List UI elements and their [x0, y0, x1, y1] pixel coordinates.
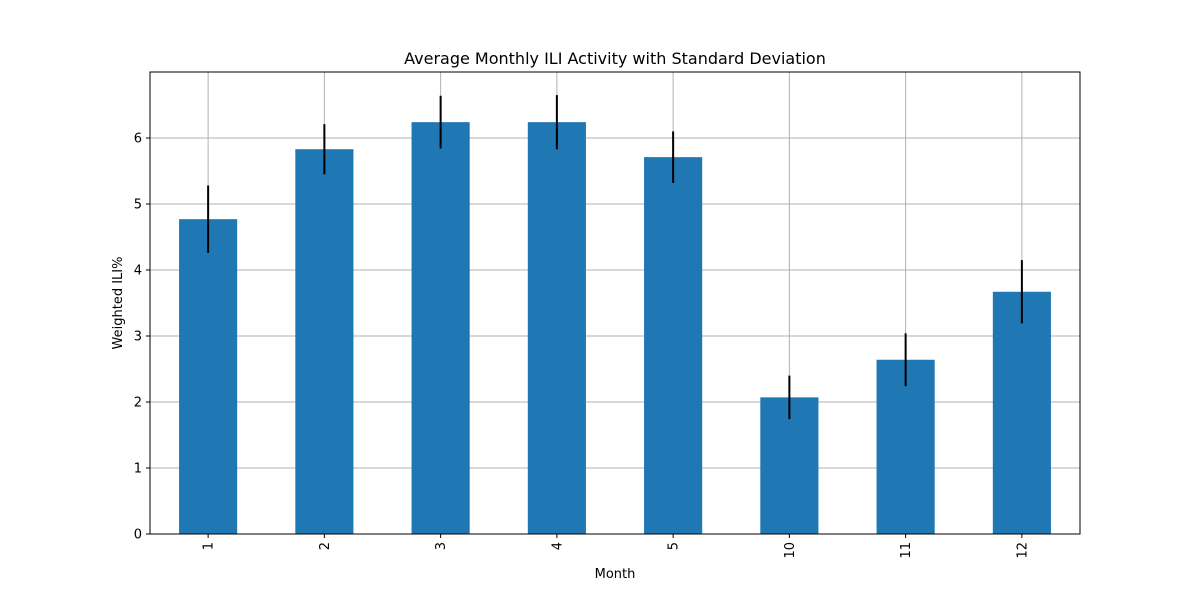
y-tick-label: 6: [134, 132, 142, 147]
bar: [992, 291, 1051, 534]
x-tick-label: 2: [318, 542, 333, 550]
chart-title: Average Monthly ILI Activity with Standa…: [404, 49, 826, 68]
bars: [179, 122, 1051, 534]
y-tick-label: 4: [134, 264, 142, 279]
x-tick-label: 12: [1015, 542, 1030, 559]
bar: [527, 122, 586, 534]
bar: [760, 397, 819, 534]
y-tick-label: 2: [134, 396, 142, 411]
x-tick-label: 10: [783, 542, 798, 559]
y-tick-label: 3: [134, 330, 142, 345]
y-axis-label: Weighted ILI%: [111, 257, 126, 350]
y-tick-label: 1: [134, 462, 142, 477]
y-tick-label: 0: [134, 528, 142, 543]
bar: [295, 149, 354, 534]
x-axis-label: Month: [595, 567, 636, 582]
bar: [644, 157, 703, 534]
bar: [876, 359, 935, 534]
plot-frame: [149, 71, 1081, 535]
x-tick-label: 4: [550, 542, 565, 550]
y-axis-ticks: 0 1 2 3 4 5 6: [134, 132, 150, 543]
x-tick-label: 11: [899, 542, 914, 559]
x-tick-label: 3: [434, 542, 449, 550]
y-tick-label: 5: [134, 198, 142, 213]
error-bars: [207, 95, 1023, 420]
bar: [179, 219, 238, 534]
x-tick-label: 5: [667, 542, 682, 550]
bar: [411, 122, 470, 534]
x-axis-ticks: 1 2 3 4 5 10 11 12: [202, 534, 1030, 559]
x-tick-label: 1: [202, 542, 217, 550]
